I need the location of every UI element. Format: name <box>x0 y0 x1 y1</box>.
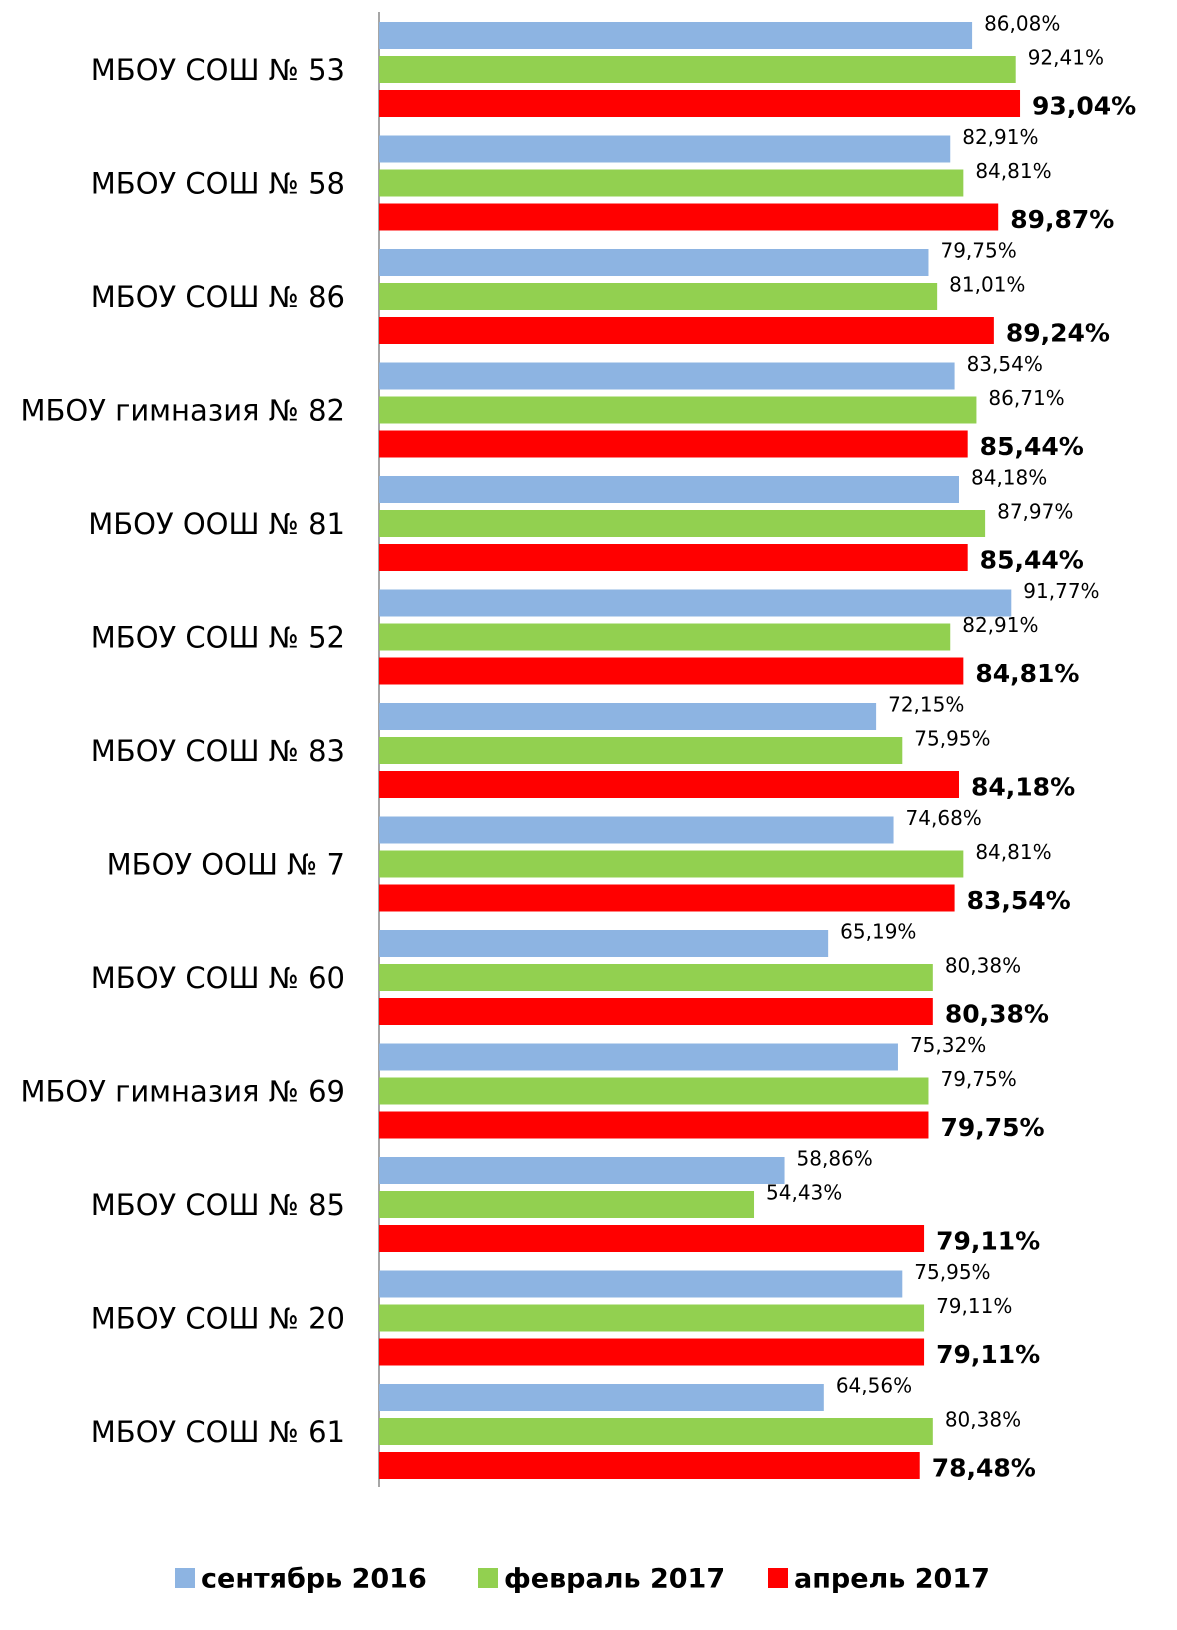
value-label: 78,48% <box>932 1454 1036 1483</box>
bar <box>379 1418 933 1445</box>
value-label: 84,81% <box>975 659 1079 688</box>
category-label: МБОУ СОШ № 58 <box>91 167 345 201</box>
value-label: 84,81% <box>975 840 1051 864</box>
value-label: 82,91% <box>962 613 1038 637</box>
value-label: 85,44% <box>980 432 1084 461</box>
bar <box>379 169 964 197</box>
value-label: 58,86% <box>797 1147 873 1171</box>
category-label: МБОУ СОШ № 85 <box>91 1188 345 1222</box>
value-label: 79,11% <box>936 1227 1040 1256</box>
bar <box>379 22 973 49</box>
value-label: 83,54% <box>967 352 1043 376</box>
bar <box>379 283 938 310</box>
value-label: 89,24% <box>1006 319 1110 348</box>
value-label: 79,75% <box>940 239 1016 263</box>
bar <box>379 623 951 651</box>
category-label: МБОУ СОШ № 52 <box>91 621 345 655</box>
bar <box>379 396 977 424</box>
bar <box>379 657 964 685</box>
value-label: 79,11% <box>936 1340 1040 1369</box>
bar <box>379 476 960 503</box>
value-label: 65,19% <box>840 920 916 944</box>
value-label: 91,77% <box>1023 579 1099 603</box>
value-label: 82,91% <box>962 125 1038 149</box>
bar <box>379 1157 785 1184</box>
bar <box>379 135 951 163</box>
legend-label: февраль 2017 <box>504 1564 725 1595</box>
value-label: 54,43% <box>766 1181 842 1205</box>
value-label: 80,38% <box>945 1408 1021 1432</box>
value-label: 86,08% <box>984 12 1060 36</box>
bar <box>379 998 933 1025</box>
bar <box>379 1270 903 1298</box>
bar <box>379 589 1012 617</box>
category-label: МБОУ СОШ № 20 <box>91 1302 345 1336</box>
bar <box>379 1111 929 1139</box>
legend-label: апрель 2017 <box>794 1564 990 1595</box>
category-label: МБОУ СОШ № 53 <box>91 53 345 87</box>
value-label: 64,56% <box>836 1374 912 1398</box>
value-label: 75,95% <box>914 727 990 751</box>
value-label: 87,97% <box>997 500 1073 524</box>
bar <box>379 56 1016 83</box>
bar <box>379 544 968 571</box>
value-label: 75,32% <box>910 1033 986 1057</box>
value-label: 84,81% <box>975 159 1051 183</box>
value-label: 81,01% <box>949 273 1025 297</box>
value-label: 93,04% <box>1032 92 1136 121</box>
legend-swatch <box>478 1568 498 1588</box>
category-label: МБОУ гимназия № 69 <box>20 1075 345 1109</box>
bar <box>379 964 933 991</box>
category-label: МБОУ ООШ № 7 <box>107 848 345 882</box>
bar <box>379 737 903 764</box>
value-label: 86,71% <box>988 386 1064 410</box>
bar <box>379 1452 920 1479</box>
value-label: 80,38% <box>945 1000 1049 1029</box>
value-label: 75,95% <box>914 1260 990 1284</box>
value-label: 79,75% <box>940 1067 1016 1091</box>
bar <box>379 884 955 912</box>
category-label: МБОУ СОШ № 83 <box>91 734 345 768</box>
bar <box>379 317 994 344</box>
value-label: 89,87% <box>1010 205 1114 234</box>
value-label: 84,18% <box>971 466 1047 490</box>
bar <box>379 1077 929 1105</box>
bar <box>379 1191 755 1218</box>
bar <box>379 249 929 276</box>
value-label: 79,11% <box>936 1294 1012 1318</box>
value-label: 84,18% <box>971 773 1075 802</box>
category-label: МБОУ СОШ № 60 <box>91 961 345 995</box>
value-label: 74,68% <box>906 806 982 830</box>
value-label: 92,41% <box>1028 46 1104 70</box>
value-label: 72,15% <box>888 693 964 717</box>
category-label: МБОУ ООШ № 81 <box>88 507 345 541</box>
value-label: 79,75% <box>940 1113 1044 1142</box>
legend-swatch <box>768 1568 788 1588</box>
bar <box>379 1338 925 1366</box>
bar <box>379 203 999 231</box>
legend-swatch <box>175 1568 195 1588</box>
bar <box>379 850 964 878</box>
bar <box>379 1384 824 1411</box>
bar <box>379 930 829 957</box>
bar <box>379 703 877 730</box>
bar <box>379 510 986 537</box>
bar <box>379 362 955 390</box>
category-label: МБОУ СОШ № 61 <box>91 1415 345 1449</box>
bar <box>379 1043 898 1071</box>
bar <box>379 771 960 798</box>
bar <box>379 1225 925 1252</box>
legend-label: сентябрь 2016 <box>201 1564 427 1595</box>
bar <box>379 430 968 458</box>
category-label: МБОУ гимназия № 82 <box>20 394 345 428</box>
value-label: 83,54% <box>967 886 1071 915</box>
bar <box>379 1304 925 1332</box>
bar <box>379 90 1021 117</box>
category-label: МБОУ СОШ № 86 <box>91 280 345 314</box>
bar <box>379 816 894 844</box>
value-label: 80,38% <box>945 954 1021 978</box>
value-label: 85,44% <box>980 546 1084 575</box>
